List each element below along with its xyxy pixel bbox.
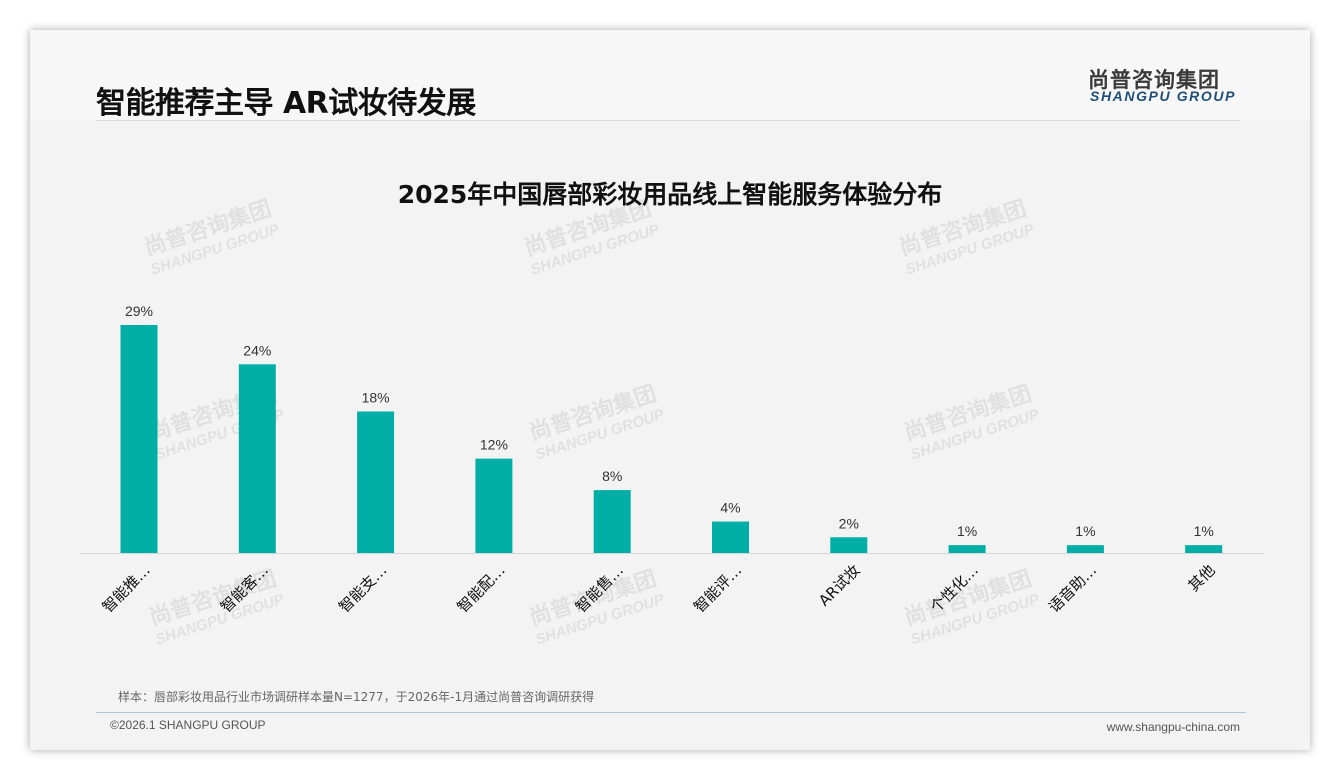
category-label: 智能评… bbox=[690, 561, 745, 616]
page-title: 智能推荐主导 AR试妆待发展 bbox=[96, 86, 476, 121]
sample-note: 样本：唇部彩妆用品行业市场调研样本量N=1277，于2026年-1月通过尚普咨询… bbox=[118, 690, 595, 704]
bar bbox=[120, 325, 158, 553]
copyright: ©2026.1 SHANGPU GROUP bbox=[110, 718, 266, 732]
bar bbox=[357, 411, 395, 553]
bar bbox=[1066, 545, 1104, 553]
footer-divider bbox=[96, 712, 1246, 713]
bar bbox=[1185, 545, 1223, 553]
bar bbox=[238, 364, 276, 553]
bar bbox=[830, 537, 868, 553]
logo-cn: 尚普咨询集团 bbox=[1088, 68, 1220, 92]
header bbox=[30, 30, 1310, 120]
bar bbox=[712, 521, 749, 553]
data-label: 8% bbox=[602, 468, 622, 484]
category-label: AR试妆 bbox=[815, 561, 864, 610]
website-url: www.shangpu-china.com bbox=[1106, 720, 1240, 734]
category-label: 智能支… bbox=[335, 561, 390, 616]
data-label: 12% bbox=[480, 437, 508, 453]
data-label: 29% bbox=[125, 303, 153, 319]
data-label: 24% bbox=[243, 342, 271, 358]
chart-title: 2025年中国唇部彩妆用品线上智能服务体验分布 bbox=[398, 180, 943, 209]
bar bbox=[475, 458, 513, 553]
bar bbox=[593, 490, 631, 553]
header-divider bbox=[96, 120, 1240, 121]
data-label: 1% bbox=[1075, 523, 1095, 539]
data-label: 1% bbox=[957, 523, 977, 539]
data-label: 4% bbox=[720, 500, 740, 516]
data-label: 18% bbox=[362, 389, 390, 405]
data-label: 2% bbox=[839, 515, 859, 531]
logo-en: SHANGPU GROUP bbox=[1090, 88, 1237, 104]
bar bbox=[948, 545, 986, 553]
category-label: 语音助… bbox=[1045, 561, 1100, 616]
category-label: 其他 bbox=[1185, 561, 1219, 595]
category-label: 智能配… bbox=[454, 561, 509, 616]
data-label: 1% bbox=[1194, 523, 1214, 539]
